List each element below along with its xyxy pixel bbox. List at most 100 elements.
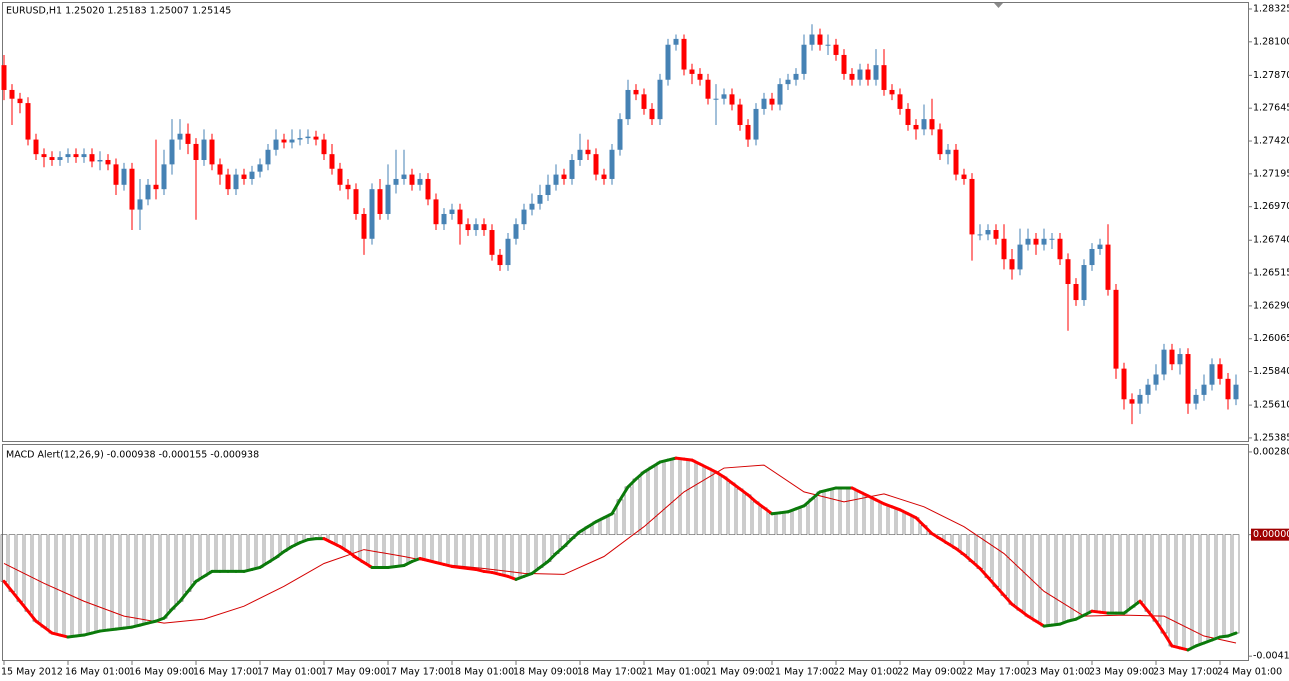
- candle-body: [1025, 238, 1031, 245]
- y-tick-label: 1.25840: [1253, 366, 1289, 377]
- macd-segment: [922, 524, 934, 536]
- candle-body: [313, 136, 319, 140]
- x-tick-label: 22 May 17:00: [961, 667, 1026, 678]
- candle-body: [673, 38, 679, 45]
- price-panel: [2, 2, 1249, 442]
- y-tick-label: 1.25385: [1253, 432, 1289, 443]
- candle-body: [129, 168, 135, 210]
- y-tick-label: 1.27645: [1253, 103, 1289, 114]
- candle-body: [33, 139, 39, 155]
- macd-segment: [802, 497, 814, 508]
- shift-marker: [994, 3, 1003, 8]
- candle-body: [57, 157, 63, 160]
- macd-segment: [186, 579, 198, 593]
- macd-segment: [762, 506, 774, 516]
- candle-body: [681, 38, 687, 70]
- candle-body: [433, 199, 439, 225]
- macd-segment: [610, 498, 622, 516]
- candle-body: [369, 189, 375, 239]
- macd-segment: [178, 589, 190, 603]
- macd-segment: [1034, 619, 1046, 628]
- candle-body: [65, 154, 71, 158]
- macd-segment: [1138, 599, 1150, 613]
- macd-segment: [1026, 614, 1038, 623]
- macd-segment: [810, 490, 822, 501]
- candle-body: [1217, 364, 1223, 379]
- macd-segment: [978, 566, 990, 579]
- x-tick-label: 23 May 09:00: [1089, 667, 1154, 678]
- candle-body: [505, 238, 511, 266]
- candle-body: [97, 159, 103, 162]
- candle-body: [1105, 244, 1111, 290]
- candle-body: [105, 159, 111, 165]
- candle-body: [361, 213, 367, 239]
- candle-body: [185, 133, 191, 144]
- macd-segment: [954, 547, 966, 557]
- macd-title: MACD Alert(12,26,9) -0.000938 -0.000155 …: [6, 450, 259, 461]
- y-tick-label: 1.26515: [1253, 268, 1289, 279]
- x-tick-label: 15 May 2012: [1, 667, 63, 678]
- candle-body: [489, 230, 495, 255]
- macd-segment: [618, 485, 630, 502]
- macd-panel: [2, 444, 1249, 661]
- candle-body: [921, 119, 927, 130]
- signal-line: [3, 464, 1237, 644]
- candle-body: [1073, 284, 1079, 301]
- macd-segment: [738, 487, 750, 497]
- candle-body: [873, 65, 879, 80]
- price-title: EURUSD,H1 1.25020 1.25183 1.25007 1.2514…: [6, 6, 231, 17]
- macd-segment: [578, 525, 590, 534]
- macd-segment: [586, 520, 598, 529]
- candle-body: [441, 213, 447, 225]
- macd-segment: [714, 470, 726, 479]
- candle-body: [801, 44, 807, 74]
- candle-body: [697, 73, 703, 80]
- macd-segment: [1130, 599, 1142, 609]
- x-tick-label: 21 May 17:00: [769, 667, 834, 678]
- macd-segment: [562, 537, 574, 549]
- macd-segment: [1226, 631, 1238, 638]
- macd-segment: [1162, 631, 1174, 648]
- candle-body: [273, 139, 279, 150]
- macd-segment: [282, 545, 294, 554]
- candle-body: [201, 139, 207, 160]
- x-tick-label: 21 May 01:00: [641, 667, 706, 678]
- candle-body: [321, 139, 327, 155]
- macd-segment: [258, 560, 270, 569]
- candle-body: [793, 73, 799, 80]
- macd-segment: [10, 589, 22, 603]
- x-tick-label: 24 May 01:00: [1217, 667, 1282, 678]
- macd-segment: [730, 481, 742, 491]
- candle-body: [401, 174, 407, 179]
- candle-body: [1169, 349, 1175, 365]
- candle-body: [177, 133, 183, 140]
- x-tick-label: 21 May 09:00: [705, 667, 770, 678]
- macd-segment: [2, 579, 14, 593]
- candle-body: [1137, 394, 1143, 404]
- candle-body: [121, 168, 127, 185]
- candle-body: [865, 69, 871, 80]
- macd-segment: [1010, 602, 1022, 612]
- macd-segment: [42, 625, 54, 635]
- candle-body: [233, 174, 239, 190]
- y-tick-label: 1.25610: [1253, 400, 1289, 411]
- candle-body: [417, 178, 423, 185]
- candle-body: [1041, 238, 1047, 245]
- candle-body: [617, 119, 623, 150]
- candle-body: [17, 98, 23, 104]
- candle-body: [1185, 354, 1191, 404]
- x-tick-label: 17 May 09:00: [321, 667, 386, 678]
- candle-body: [1033, 238, 1039, 245]
- candle-body: [857, 69, 863, 80]
- y-tick-label: 1.26740: [1253, 235, 1289, 246]
- candle-body: [569, 159, 575, 179]
- candle-body: [897, 94, 903, 109]
- y-tick-label: 1.28100: [1253, 36, 1289, 47]
- candle-body: [705, 79, 711, 99]
- candle-body: [481, 224, 487, 231]
- candle-body: [137, 199, 143, 210]
- macd-segment: [642, 465, 654, 474]
- candle-body: [329, 154, 335, 169]
- candle-body: [561, 174, 567, 179]
- macd-segment: [538, 559, 550, 569]
